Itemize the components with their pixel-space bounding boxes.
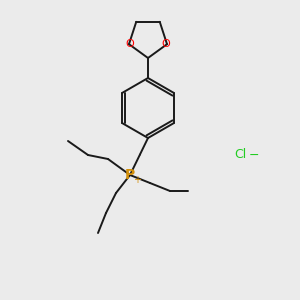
- Text: O: O: [126, 39, 134, 49]
- Text: +: +: [133, 175, 141, 185]
- Text: O: O: [162, 39, 170, 49]
- Text: −: −: [249, 148, 259, 161]
- Text: P: P: [125, 168, 135, 182]
- Text: Cl: Cl: [234, 148, 246, 161]
